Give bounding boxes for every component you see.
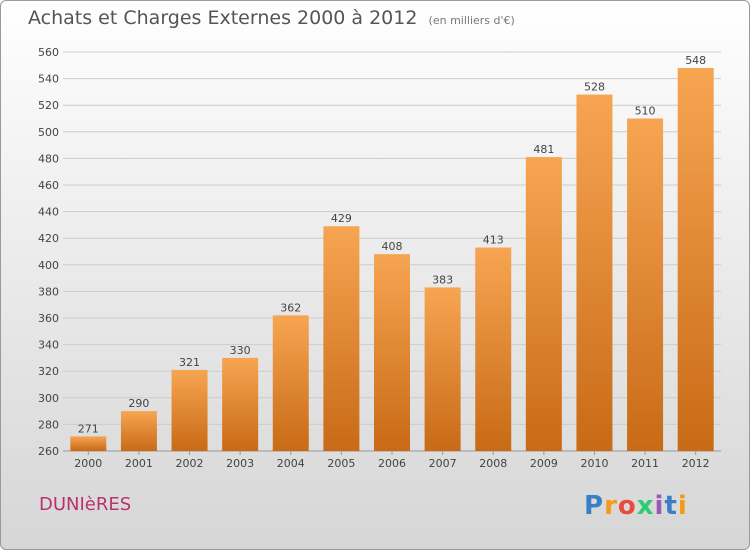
x-tick-label: 2002 — [176, 457, 204, 470]
x-tick-label: 2011 — [631, 457, 659, 470]
x-tick-label: 2010 — [580, 457, 608, 470]
bar-value-label: 290 — [128, 397, 149, 410]
bar-value-label: 413 — [483, 234, 504, 247]
x-tick-label: 2007 — [429, 457, 457, 470]
bar — [171, 369, 208, 451]
chart-subtitle: (en milliers d'€) — [428, 14, 515, 27]
y-tick-label: 540 — [38, 73, 59, 86]
logo-letter: i — [677, 491, 688, 521]
bar-value-label: 429 — [331, 212, 352, 225]
bar — [222, 357, 259, 451]
x-tick-label: 2000 — [74, 457, 102, 470]
y-tick-label: 300 — [38, 392, 59, 405]
bar — [627, 118, 664, 451]
commune-name: DUNIèRES — [39, 494, 132, 515]
y-tick-label: 560 — [38, 46, 59, 59]
bar-value-label: 408 — [382, 240, 403, 253]
bar — [272, 315, 309, 451]
bar — [475, 247, 512, 451]
y-tick-label: 320 — [38, 365, 59, 378]
bar — [70, 436, 107, 451]
y-tick-label: 420 — [38, 232, 59, 245]
bar — [374, 254, 410, 451]
logo-letter: P — [584, 491, 605, 521]
bar-value-label: 271 — [78, 422, 99, 435]
bar — [677, 67, 714, 452]
chart-header: Achats et Charges Externes 2000 à 2012 (… — [28, 7, 515, 29]
y-tick-label: 480 — [38, 152, 59, 165]
x-tick-label: 2003 — [226, 457, 254, 470]
chart-title: Achats et Charges Externes 2000 à 2012 — [28, 7, 418, 29]
logo-letter: x — [636, 491, 655, 521]
x-tick-label: 2005 — [327, 457, 355, 470]
bar-value-label: 383 — [432, 273, 453, 286]
bar — [525, 157, 562, 451]
x-axis: 2000 2001 2002 2003 2004 2005 2006 2007 2008 2009… — [74, 451, 710, 470]
logo-letter: t — [664, 491, 678, 521]
y-tick-label: 460 — [38, 179, 59, 192]
bar — [576, 94, 613, 451]
x-tick-label: 2006 — [378, 457, 406, 470]
x-tick-label: 2004 — [277, 457, 305, 470]
bar-value-label: 321 — [179, 356, 200, 369]
y-tick-label: 360 — [38, 312, 59, 325]
y-tick-label: 340 — [38, 339, 59, 352]
bar-value-label: 481 — [533, 143, 554, 156]
bar-value-label: 330 — [230, 344, 251, 357]
y-tick-label: 500 — [38, 126, 59, 139]
logo-letter: r — [604, 491, 618, 521]
x-tick-label: 2009 — [530, 457, 558, 470]
bar-value-label: 548 — [685, 54, 706, 67]
bar-value-label: 510 — [635, 105, 656, 118]
bar — [120, 411, 157, 451]
y-tick-label: 280 — [38, 418, 59, 431]
bars: 271 290 321 330 362 429 408 383 413 481 528 510 548 — [70, 54, 714, 452]
y-tick-label: 260 — [38, 445, 59, 458]
y-tick-label: 520 — [38, 99, 59, 112]
bar-value-label: 528 — [584, 81, 605, 94]
x-tick-label: 2008 — [479, 457, 507, 470]
bar — [323, 226, 360, 451]
y-tick-label: 380 — [38, 285, 59, 298]
bar — [424, 287, 461, 451]
x-tick-label: 2012 — [682, 457, 710, 470]
bar-value-label: 362 — [280, 301, 301, 314]
logo-letter: o — [617, 491, 637, 521]
y-tick-label: 400 — [38, 259, 59, 272]
proxiti-logo[interactable]: Proxiti — [584, 491, 688, 521]
logo-letter: i — [654, 491, 665, 521]
x-tick-label: 2001 — [125, 457, 153, 470]
y-tick-label: 440 — [38, 206, 59, 219]
